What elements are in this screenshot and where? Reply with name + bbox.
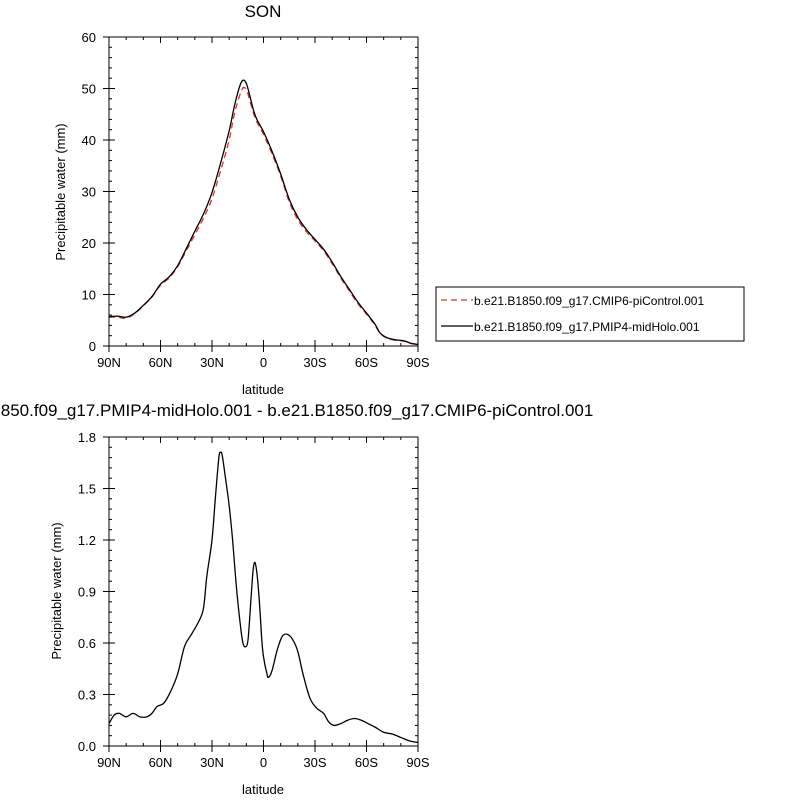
y-axis-label: Precipitable water (mm) bbox=[49, 522, 64, 659]
x-tick-label: 0 bbox=[260, 755, 267, 770]
y-tick-label: 10 bbox=[82, 288, 96, 303]
plot-frame bbox=[108, 436, 419, 747]
panel-son: SON Precipitable water (mm) latitude 90N… bbox=[53, 2, 430, 397]
x-tick-label: 90N bbox=[97, 355, 121, 370]
x-axis-label: latitude bbox=[242, 782, 284, 797]
axis-ticks bbox=[103, 36, 419, 352]
x-tick-label: 60N bbox=[149, 755, 173, 770]
legend-box bbox=[435, 286, 745, 342]
y-tick-label: 0 bbox=[89, 339, 96, 354]
series-line-1 bbox=[108, 79, 419, 346]
y-tick-label: 60 bbox=[82, 30, 96, 45]
plot-lines bbox=[108, 79, 419, 346]
x-tick-label: 60S bbox=[355, 755, 378, 770]
legend-item-midholo: b.e21.B1850.f09_g17.PMIP4-midHolo.001 bbox=[441, 320, 700, 334]
y-tick-label: 0.9 bbox=[78, 585, 96, 600]
series-line-0 bbox=[108, 86, 419, 346]
legend-label-midholo: b.e21.B1850.f09_g17.PMIP4-midHolo.001 bbox=[474, 320, 700, 334]
y-tick-label: 20 bbox=[82, 236, 96, 251]
y-tick-label: 1.5 bbox=[78, 482, 96, 497]
panel-difference: b.e21.B1850.f09_g17.PMIP4-midHolo.001 - … bbox=[0, 401, 593, 797]
legend-label-picontrol: b.e21.B1850.f09_g17.CMIP6-piControl.001 bbox=[474, 294, 704, 308]
y-axis-label: Precipitable water (mm) bbox=[53, 123, 68, 260]
plot-frame bbox=[108, 36, 419, 347]
legend: b.e21.B1850.f09_g17.CMIP6-piControl.001 … bbox=[435, 286, 745, 342]
y-tick-label: 30 bbox=[82, 185, 96, 200]
tick-labels: 90N 60N 30N 0 30S 60S 90S 0 10 20 30 40 50 60 bbox=[82, 30, 430, 370]
x-tick-label: 60N bbox=[149, 355, 173, 370]
legend-item-picontrol: b.e21.B1850.f09_g17.CMIP6-piControl.001 bbox=[441, 294, 704, 308]
y-tick-label: 1.2 bbox=[78, 533, 96, 548]
y-tick-label: 0.0 bbox=[78, 739, 96, 754]
y-tick-label: 0.3 bbox=[78, 688, 96, 703]
chart-title: SON bbox=[245, 2, 282, 21]
y-tick-label: 50 bbox=[82, 82, 96, 97]
x-tick-label: 90S bbox=[406, 755, 429, 770]
x-tick-label: 0 bbox=[260, 355, 267, 370]
series-line-0 bbox=[108, 451, 419, 744]
y-tick-label: 1.8 bbox=[78, 430, 96, 445]
x-tick-label: 30S bbox=[303, 355, 326, 370]
y-tick-label: 40 bbox=[82, 133, 96, 148]
plot-lines bbox=[108, 451, 419, 744]
x-tick-label: 30N bbox=[200, 355, 224, 370]
x-tick-label: 60S bbox=[355, 355, 378, 370]
x-tick-label: 90N bbox=[97, 755, 121, 770]
x-axis-label: latitude bbox=[242, 382, 284, 397]
y-tick-label: 0.6 bbox=[78, 636, 96, 651]
x-tick-label: 30S bbox=[303, 755, 326, 770]
chart-title: b.e21.B1850.f09_g17.PMIP4-midHolo.001 - … bbox=[0, 401, 593, 420]
x-tick-label: 90S bbox=[406, 355, 429, 370]
x-tick-label: 30N bbox=[200, 755, 224, 770]
tick-labels: 90N 60N 30N 0 30S 60S 90S 0.0 0.3 0.6 0.9 1.2 1.5 1.8 bbox=[78, 430, 430, 770]
axis-ticks bbox=[103, 436, 419, 752]
